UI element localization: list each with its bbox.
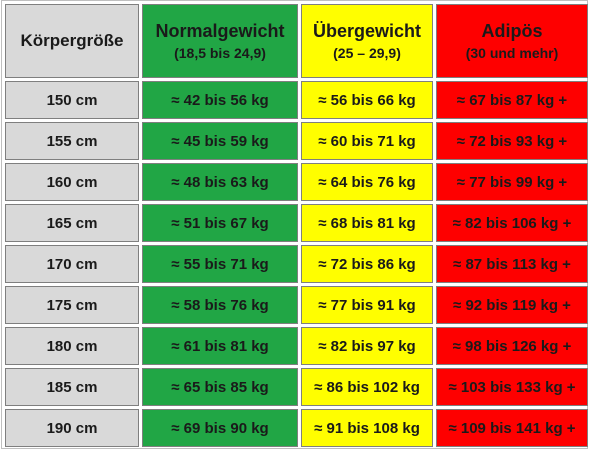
header-adip: Adipös (30 und mehr): [436, 4, 588, 78]
table-row: 150 cm ≈ 42 bis 56 kg ≈ 56 bis 66 kg ≈ 6…: [5, 81, 588, 119]
cell-over: ≈ 64 bis 76 kg: [301, 163, 433, 201]
cell-normal: ≈ 48 bis 63 kg: [142, 163, 298, 201]
table-row: 180 cm ≈ 61 bis 81 kg ≈ 82 bis 97 kg ≈ 9…: [5, 327, 588, 365]
cell-over: ≈ 86 bis 102 kg: [301, 368, 433, 406]
table-row: 160 cm ≈ 48 bis 63 kg ≈ 64 bis 76 kg ≈ 7…: [5, 163, 588, 201]
header-normal: Normalgewicht (18,5 bis 24,9): [142, 4, 298, 78]
cell-normal: ≈ 58 bis 76 kg: [142, 286, 298, 324]
header-over-title: Übergewicht: [312, 21, 422, 41]
cell-adip: ≈ 87 bis 113 kg +: [436, 245, 588, 283]
cell-normal: ≈ 42 bis 56 kg: [142, 81, 298, 119]
cell-height: 165 cm: [5, 204, 139, 242]
cell-adip: ≈ 109 bis 141 kg +: [436, 409, 588, 447]
cell-adip: ≈ 77 bis 99 kg +: [436, 163, 588, 201]
cell-normal: ≈ 55 bis 71 kg: [142, 245, 298, 283]
cell-normal: ≈ 65 bis 85 kg: [142, 368, 298, 406]
header-adip-range: (30 und mehr): [465, 45, 559, 61]
cell-normal: ≈ 61 bis 81 kg: [142, 327, 298, 365]
table-row: 190 cm ≈ 69 bis 90 kg ≈ 91 bis 108 kg ≈ …: [5, 409, 588, 447]
cell-adip: ≈ 72 bis 93 kg +: [436, 122, 588, 160]
header-normal-range: (18,5 bis 24,9): [174, 45, 266, 61]
header-adip-title: Adipös: [481, 21, 543, 41]
cell-height: 170 cm: [5, 245, 139, 283]
header-height: Körpergröße: [5, 4, 139, 78]
cell-height: 150 cm: [5, 81, 139, 119]
cell-height: 175 cm: [5, 286, 139, 324]
cell-adip: ≈ 103 bis 133 kg +: [436, 368, 588, 406]
cell-height: 160 cm: [5, 163, 139, 201]
cell-over: ≈ 56 bis 66 kg: [301, 81, 433, 119]
cell-normal: ≈ 51 bis 67 kg: [142, 204, 298, 242]
cell-height: 185 cm: [5, 368, 139, 406]
cell-height: 190 cm: [5, 409, 139, 447]
cell-adip: ≈ 92 bis 119 kg +: [436, 286, 588, 324]
table-row: 185 cm ≈ 65 bis 85 kg ≈ 86 bis 102 kg ≈ …: [5, 368, 588, 406]
cell-over: ≈ 82 bis 97 kg: [301, 327, 433, 365]
cell-over: ≈ 60 bis 71 kg: [301, 122, 433, 160]
cell-over: ≈ 68 bis 81 kg: [301, 204, 433, 242]
cell-over: ≈ 72 bis 86 kg: [301, 245, 433, 283]
cell-over: ≈ 91 bis 108 kg: [301, 409, 433, 447]
header-row: Körpergröße Normalgewicht (18,5 bis 24,9…: [5, 4, 588, 78]
cell-adip: ≈ 82 bis 106 kg +: [436, 204, 588, 242]
table-row: 165 cm ≈ 51 bis 67 kg ≈ 68 bis 81 kg ≈ 8…: [5, 204, 588, 242]
table-row: 170 cm ≈ 55 bis 71 kg ≈ 72 bis 86 kg ≈ 8…: [5, 245, 588, 283]
header-normal-title: Normalgewicht: [155, 21, 285, 41]
header-over-range: (25 – 29,9): [333, 45, 401, 61]
table-row: 155 cm ≈ 45 bis 59 kg ≈ 60 bis 71 kg ≈ 7…: [5, 122, 588, 160]
table-row: 175 cm ≈ 58 bis 76 kg ≈ 77 bis 91 kg ≈ 9…: [5, 286, 588, 324]
cell-adip: ≈ 67 bis 87 kg +: [436, 81, 588, 119]
cell-normal: ≈ 45 bis 59 kg: [142, 122, 298, 160]
header-over: Übergewicht (25 – 29,9): [301, 4, 433, 78]
table-body: 150 cm ≈ 42 bis 56 kg ≈ 56 bis 66 kg ≈ 6…: [5, 81, 588, 447]
cell-height: 155 cm: [5, 122, 139, 160]
cell-adip: ≈ 98 bis 126 kg +: [436, 327, 588, 365]
table-header: Körpergröße Normalgewicht (18,5 bis 24,9…: [5, 4, 588, 78]
cell-over: ≈ 77 bis 91 kg: [301, 286, 433, 324]
cell-height: 180 cm: [5, 327, 139, 365]
cell-normal: ≈ 69 bis 90 kg: [142, 409, 298, 447]
